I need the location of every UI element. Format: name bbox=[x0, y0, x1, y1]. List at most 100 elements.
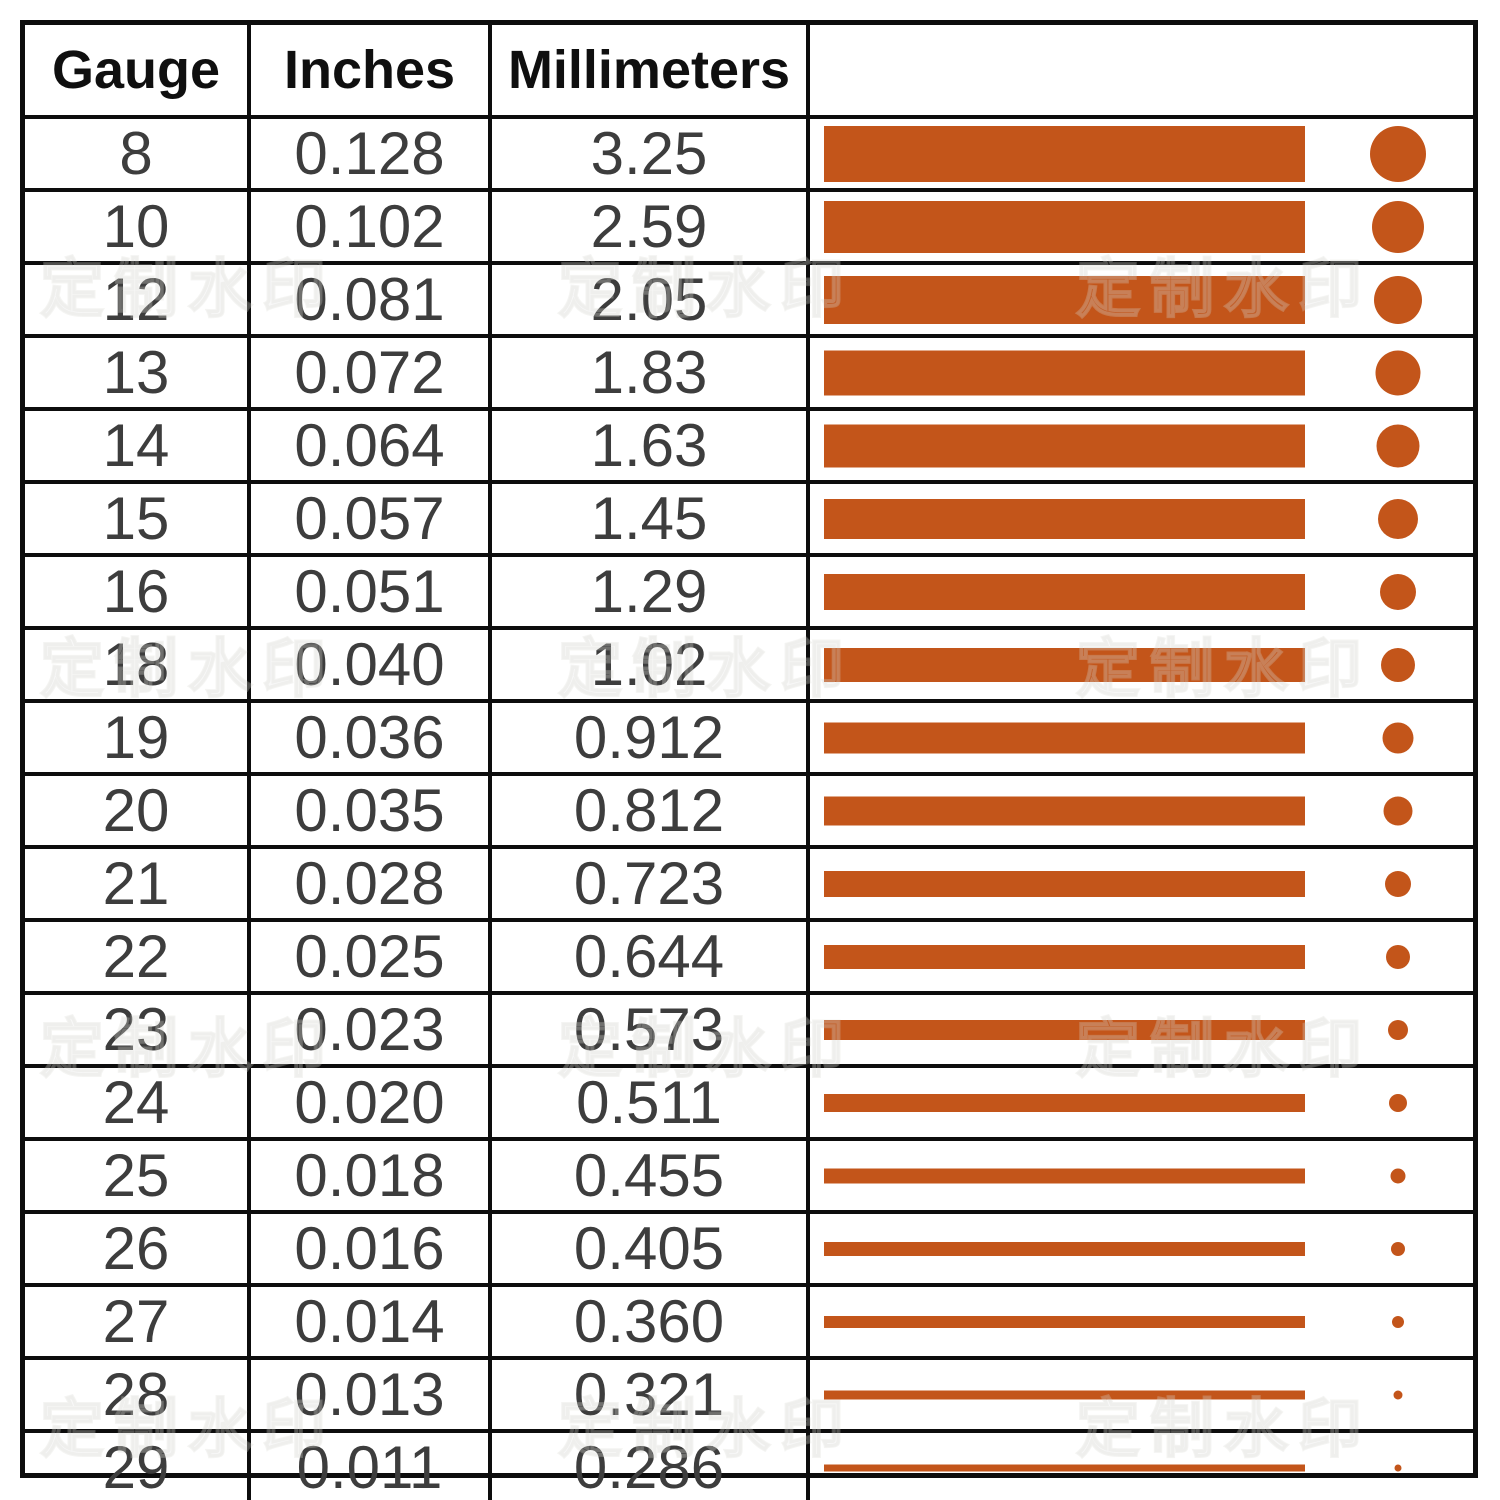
wire-thickness-bar bbox=[824, 424, 1305, 467]
millimeters-value: 0.286 bbox=[492, 1433, 810, 1500]
table-row: 12 0.081 2.05 bbox=[25, 265, 1473, 338]
gauge-value: 14 bbox=[25, 411, 251, 480]
table-row: 24 0.020 0.511 bbox=[25, 1068, 1473, 1141]
wire-thickness-bar bbox=[824, 870, 1305, 897]
inches-value: 0.018 bbox=[251, 1141, 492, 1210]
inches-value: 0.072 bbox=[251, 338, 492, 407]
millimeters-value: 1.63 bbox=[492, 411, 810, 480]
wire-diameter-dot bbox=[1385, 870, 1411, 897]
gauge-value: 20 bbox=[25, 776, 251, 845]
wire-thickness-bar bbox=[824, 1019, 1305, 1040]
gauge-value: 29 bbox=[25, 1433, 251, 1500]
wire-thickness-bar bbox=[824, 796, 1305, 825]
millimeters-value: 0.644 bbox=[492, 922, 810, 991]
wire-thickness-bar bbox=[824, 1093, 1305, 1112]
gauge-value: 27 bbox=[25, 1287, 251, 1356]
wire-diameter-dot bbox=[1386, 944, 1410, 969]
wire-thickness-bar bbox=[824, 1390, 1305, 1399]
table-row: 26 0.016 0.405 bbox=[25, 1214, 1473, 1287]
table-row: 19 0.036 0.912 bbox=[25, 703, 1473, 776]
wire-thickness-bar bbox=[824, 1315, 1305, 1328]
gauge-value: 18 bbox=[25, 630, 251, 699]
wire-diameter-dot bbox=[1374, 275, 1422, 324]
millimeters-value: 1.83 bbox=[492, 338, 810, 407]
wire-size-visual-cell bbox=[810, 338, 1473, 407]
wire-diameter-dot bbox=[1393, 1390, 1403, 1399]
millimeters-value: 0.321 bbox=[492, 1360, 810, 1429]
millimeters-value: 1.29 bbox=[492, 557, 810, 626]
inches-value: 0.102 bbox=[251, 192, 492, 261]
wire-size-visual-cell bbox=[810, 630, 1473, 699]
table-row: 23 0.023 0.573 bbox=[25, 995, 1473, 1068]
millimeters-value: 2.05 bbox=[492, 265, 810, 334]
table-row: 20 0.035 0.812 bbox=[25, 776, 1473, 849]
gauge-value: 28 bbox=[25, 1360, 251, 1429]
inches-value: 0.023 bbox=[251, 995, 492, 1064]
wire-thickness-bar bbox=[824, 498, 1305, 539]
table-body: 8 0.128 3.25 10 0.102 2.59 12 0.081 2.05 bbox=[25, 119, 1473, 1500]
wire-size-visual-cell bbox=[810, 265, 1473, 334]
inches-value: 0.057 bbox=[251, 484, 492, 553]
wire-diameter-dot bbox=[1381, 647, 1415, 682]
gauge-value: 22 bbox=[25, 922, 251, 991]
table-row: 27 0.014 0.360 bbox=[25, 1287, 1473, 1360]
header-millimeters: Millimeters bbox=[492, 25, 810, 115]
gauge-value: 19 bbox=[25, 703, 251, 772]
gauge-value: 10 bbox=[25, 192, 251, 261]
table-row: 8 0.128 3.25 bbox=[25, 119, 1473, 192]
millimeters-value: 1.02 bbox=[492, 630, 810, 699]
wire-size-visual-cell bbox=[810, 1433, 1473, 1500]
wire-thickness-bar bbox=[824, 125, 1305, 182]
table-row: 29 0.011 0.286 bbox=[25, 1433, 1473, 1500]
wire-thickness-bar bbox=[824, 722, 1305, 753]
wire-size-visual-cell bbox=[810, 995, 1473, 1064]
inches-value: 0.040 bbox=[251, 630, 492, 699]
wire-diameter-dot bbox=[1394, 1464, 1402, 1471]
millimeters-value: 0.573 bbox=[492, 995, 810, 1064]
table-row: 18 0.040 1.02 bbox=[25, 630, 1473, 703]
wire-size-visual-cell bbox=[810, 1214, 1473, 1283]
wire-diameter-dot bbox=[1388, 1019, 1408, 1040]
wire-size-visual-cell bbox=[810, 557, 1473, 626]
millimeters-value: 2.59 bbox=[492, 192, 810, 261]
header-visual-empty bbox=[810, 25, 1473, 115]
inches-value: 0.014 bbox=[251, 1287, 492, 1356]
wire-thickness-bar bbox=[824, 200, 1305, 253]
table-row: 28 0.013 0.321 bbox=[25, 1360, 1473, 1433]
millimeters-value: 0.723 bbox=[492, 849, 810, 918]
wire-diameter-dot bbox=[1390, 1168, 1406, 1183]
table-row: 16 0.051 1.29 bbox=[25, 557, 1473, 630]
wire-size-visual-cell bbox=[810, 1360, 1473, 1429]
wire-diameter-dot bbox=[1372, 200, 1424, 253]
wire-diameter-dot bbox=[1380, 573, 1416, 610]
wire-thickness-bar bbox=[824, 944, 1305, 969]
inches-value: 0.025 bbox=[251, 922, 492, 991]
wire-size-visual-cell bbox=[810, 1287, 1473, 1356]
millimeters-value: 1.45 bbox=[492, 484, 810, 553]
wire-size-visual-cell bbox=[810, 703, 1473, 772]
wire-size-visual-cell bbox=[810, 922, 1473, 991]
millimeters-value: 3.25 bbox=[492, 119, 810, 188]
gauge-value: 15 bbox=[25, 484, 251, 553]
inches-value: 0.036 bbox=[251, 703, 492, 772]
table-row: 21 0.028 0.723 bbox=[25, 849, 1473, 922]
wire-diameter-dot bbox=[1370, 125, 1426, 182]
millimeters-value: 0.360 bbox=[492, 1287, 810, 1356]
wire-size-visual-cell bbox=[810, 1141, 1473, 1210]
table-row: 10 0.102 2.59 bbox=[25, 192, 1473, 265]
wire-size-visual-cell bbox=[810, 1068, 1473, 1137]
wire-diameter-dot bbox=[1391, 1241, 1405, 1256]
inches-value: 0.028 bbox=[251, 849, 492, 918]
inches-value: 0.051 bbox=[251, 557, 492, 626]
table-row: 13 0.072 1.83 bbox=[25, 338, 1473, 411]
gauge-value: 26 bbox=[25, 1214, 251, 1283]
wire-diameter-dot bbox=[1389, 1093, 1407, 1112]
header-gauge: Gauge bbox=[25, 25, 251, 115]
wire-size-visual-cell bbox=[810, 192, 1473, 261]
wire-thickness-bar bbox=[824, 1168, 1305, 1183]
inches-value: 0.013 bbox=[251, 1360, 492, 1429]
gauge-value: 24 bbox=[25, 1068, 251, 1137]
millimeters-value: 0.511 bbox=[492, 1068, 810, 1137]
wire-size-visual-cell bbox=[810, 776, 1473, 845]
